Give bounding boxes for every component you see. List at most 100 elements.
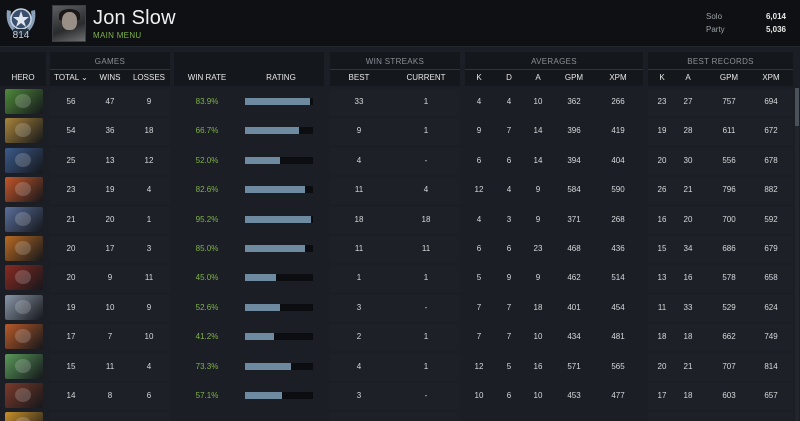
table-row[interactable]: 25 13 12 52.0% 4 - 6 6 14 394 404 20 30 556 678 xyxy=(0,147,800,176)
rec-xpm-cell: 658 xyxy=(764,273,778,283)
avg-xpm-cell: 419 xyxy=(611,126,625,136)
hero-portrait-icon[interactable] xyxy=(5,265,43,291)
avg-kills-cell: 10 xyxy=(474,391,484,400)
rec-kills-cell: 26 xyxy=(657,185,667,195)
losses-header[interactable]: LOSSES xyxy=(132,73,165,82)
hero-portrait-icon[interactable] xyxy=(5,147,43,173)
table-scrollbar[interactable] xyxy=(795,88,799,421)
table-row[interactable]: 20 17 3 85.0% 11 11 6 6 23 468 436 15 34 686 679 xyxy=(0,235,800,264)
hero-portrait-icon[interactable] xyxy=(5,353,43,379)
avg-assists-cell: 14 xyxy=(533,126,543,136)
rec-assists-cell: 27 xyxy=(683,97,693,106)
rec-xpm-cell: 694 xyxy=(764,97,778,106)
avatar[interactable] xyxy=(52,5,86,42)
rec-xpm-cell: 672 xyxy=(764,126,778,136)
table-row[interactable]: 56 47 9 83.9% 33 1 4 4 10 362 266 23 27 757 694 xyxy=(0,88,800,117)
rec-assists-cell: 28 xyxy=(683,126,693,136)
avg-xpm-cell: 481 xyxy=(611,332,625,342)
rating-header[interactable]: RATING xyxy=(266,73,296,82)
rating-bar xyxy=(245,392,313,399)
main-menu-link[interactable]: MAIN MENU xyxy=(93,31,142,40)
table-row[interactable]: 14 8 6 57.1% 3 - 10 6 10 453 477 17 18 603 657 xyxy=(0,382,800,411)
table-row[interactable]: 20 9 11 45.0% 1 1 5 9 9 462 514 13 16 578 658 xyxy=(0,264,800,293)
losses-cell: 12 xyxy=(144,155,154,165)
total-games-cell: 21 xyxy=(66,214,76,224)
table-row[interactable]: 17 7 10 41.2% 2 1 7 7 10 434 481 18 18 662 749 xyxy=(0,323,800,352)
rating-bar-fill xyxy=(245,303,280,311)
table-row[interactable]: 1411378.6%9-6363572721515719799 xyxy=(0,411,800,421)
rec-kills-cell: 15 xyxy=(657,244,667,253)
rec-xpm-cell: 679 xyxy=(764,244,778,253)
table-row[interactable]: 19 10 9 52.6% 3 - 7 7 18 401 454 11 33 529 624 xyxy=(0,294,800,323)
streak-best-header[interactable]: BEST xyxy=(348,73,370,82)
wins-cell: 17 xyxy=(105,244,115,253)
wins-cell: 7 xyxy=(107,332,113,342)
rec-gpm-cell: 719 xyxy=(710,411,748,421)
hero-portrait-icon[interactable] xyxy=(5,294,43,320)
avg-gpm-cell: 468 xyxy=(567,244,581,253)
streak-current-cell: - xyxy=(424,302,428,312)
table-row[interactable]: 54 36 18 66.7% 9 1 9 7 14 396 419 19 28 611 672 xyxy=(0,117,800,146)
hero-portrait-icon[interactable] xyxy=(5,412,43,421)
wins-cell: 36 xyxy=(105,126,115,136)
streak-best-cell: 2 xyxy=(356,332,362,342)
hero-portrait-icon[interactable] xyxy=(5,118,43,144)
hero-portrait-icon[interactable] xyxy=(5,177,43,203)
averages-column-group: AVERAGES K D A GPM XPM xyxy=(465,52,643,86)
wins-cell: 11 xyxy=(93,411,127,421)
avg-gpm-cell: 371 xyxy=(567,214,581,224)
table-row[interactable]: 21 20 1 95.2% 18 18 4 3 9 371 268 16 20 700 592 xyxy=(0,206,800,235)
avg-deaths-cell: 4 xyxy=(506,97,512,106)
hero-portrait-icon[interactable] xyxy=(5,383,43,408)
avg-deaths-cell: 5 xyxy=(506,361,512,371)
total-games-cell: 25 xyxy=(66,155,76,165)
rec-gpm-cell: 578 xyxy=(722,273,736,283)
table-row[interactable]: 15 11 4 73.3% 4 1 12 5 16 571 565 20 21 707 814 xyxy=(0,353,800,382)
avg-gpm-cell: 394 xyxy=(567,155,581,165)
total-sort-header[interactable]: TOTAL ⌄ xyxy=(54,73,88,82)
total-games-cell: 54 xyxy=(66,126,76,136)
wins-cell: 19 xyxy=(105,185,115,195)
rec-assists-cell: 33 xyxy=(683,302,693,312)
rec-assists-header[interactable]: A xyxy=(685,73,691,82)
total-games-cell: 14 xyxy=(66,391,76,400)
total-games-cell: 17 xyxy=(66,332,76,342)
rec-gpm-header[interactable]: GPM xyxy=(719,73,739,82)
avg-kills-header[interactable]: K xyxy=(476,73,482,82)
avg-xpm-cell: 404 xyxy=(611,155,625,165)
avg-assists-cell: 10 xyxy=(533,97,543,106)
rank-medal-icon xyxy=(6,8,36,35)
wins-cell: 10 xyxy=(105,302,115,312)
hero-portrait-icon[interactable] xyxy=(5,206,43,232)
winrate-header[interactable]: WIN RATE xyxy=(187,73,227,82)
avg-xpm-header[interactable]: XPM xyxy=(609,73,627,82)
avg-gpm-cell: 396 xyxy=(567,126,581,136)
rating-bar-fill xyxy=(245,362,291,370)
rec-gpm-cell: 556 xyxy=(722,155,736,165)
rec-gpm-cell: 686 xyxy=(722,244,736,253)
rec-gpm-cell: 796 xyxy=(722,185,736,195)
hero-column-header: HERO xyxy=(0,52,46,86)
streak-current-header[interactable]: CURRENT xyxy=(406,73,446,82)
win-streaks-group-title: WIN STREAKS xyxy=(365,57,425,66)
hero-portrait-icon[interactable] xyxy=(5,236,43,261)
avg-deaths-cell: 7 xyxy=(506,302,512,312)
table-row[interactable]: 23 19 4 82.6% 11 4 12 4 9 584 590 26 21 796 882 xyxy=(0,176,800,205)
streak-best-cell: 3 xyxy=(356,302,362,312)
avg-gpm-header[interactable]: GPM xyxy=(564,73,584,82)
streak-current-cell: 4 xyxy=(423,185,429,195)
hero-portrait-icon[interactable] xyxy=(5,89,43,114)
avg-kills-cell: 12 xyxy=(474,361,484,371)
rec-assists-cell: 16 xyxy=(683,273,693,283)
rec-xpm-header[interactable]: XPM xyxy=(762,73,780,82)
avg-deaths-header[interactable]: D xyxy=(506,73,512,82)
wins-cell: 13 xyxy=(105,155,115,165)
hero-portrait-icon[interactable] xyxy=(5,324,43,350)
wins-header[interactable]: WINS xyxy=(99,73,121,82)
avg-deaths-cell: 6 xyxy=(506,244,512,253)
avg-assists-header[interactable]: A xyxy=(535,73,541,82)
rec-assists-cell: 34 xyxy=(683,244,693,253)
rec-kills-header[interactable]: K xyxy=(659,73,665,82)
avg-kills-cell: 9 xyxy=(476,126,482,136)
scrollbar-thumb[interactable] xyxy=(795,88,799,126)
